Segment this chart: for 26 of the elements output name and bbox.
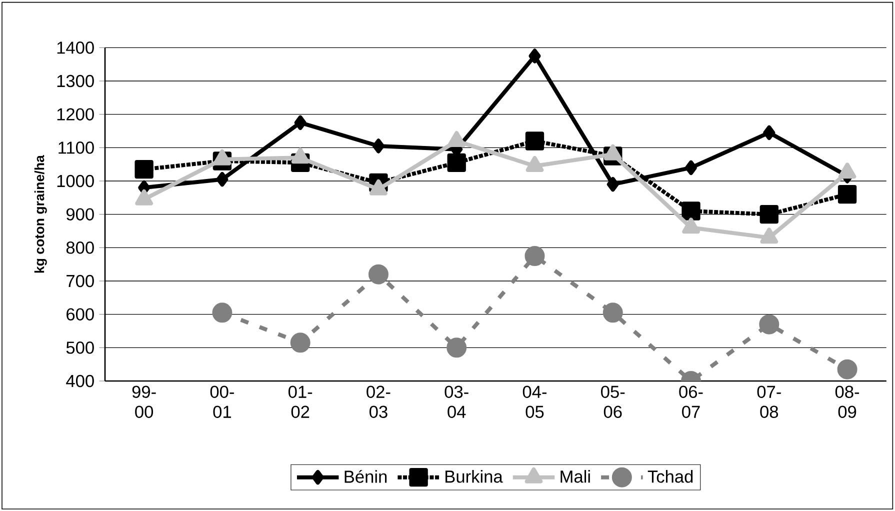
y-tick-label: 1400 [57, 42, 94, 54]
y-tick-label: 400 [66, 374, 94, 388]
y-tick-label: 1100 [58, 142, 94, 154]
x-tick-label: 08- 09 [835, 386, 860, 418]
y-tick-label: 1000 [57, 174, 94, 188]
legend-label: Burkina [446, 470, 503, 483]
x-tick-label: 07- 08 [757, 386, 781, 418]
y-tick-label: 800 [66, 242, 94, 254]
y-tick-label: 500 [66, 342, 94, 354]
y-tick-label: 600 [66, 308, 94, 320]
legend-label: Bénin [344, 470, 387, 483]
legend-label: Tchad [648, 470, 693, 483]
y-tick-label: 700 [66, 274, 94, 288]
x-tick-label: 03- 04 [444, 386, 468, 418]
x-tick-label: 02- 03 [366, 386, 390, 418]
y-tick-label: 900 [66, 208, 94, 220]
y-tick-label: 1200 [57, 108, 94, 120]
x-tick-label: 00- 01 [210, 386, 234, 418]
y-axis-title: kg coton graine/ha [34, 154, 47, 273]
legend-label: Mali [560, 470, 590, 483]
x-tick-label: 06- 07 [679, 386, 703, 418]
x-tick-label: 01- 02 [288, 386, 312, 418]
y-tick-label: 1300 [57, 74, 94, 88]
x-tick-label: 04- 05 [522, 386, 546, 418]
x-tick-label: 99- 00 [132, 386, 156, 418]
x-tick-label: 05- 06 [601, 386, 625, 418]
